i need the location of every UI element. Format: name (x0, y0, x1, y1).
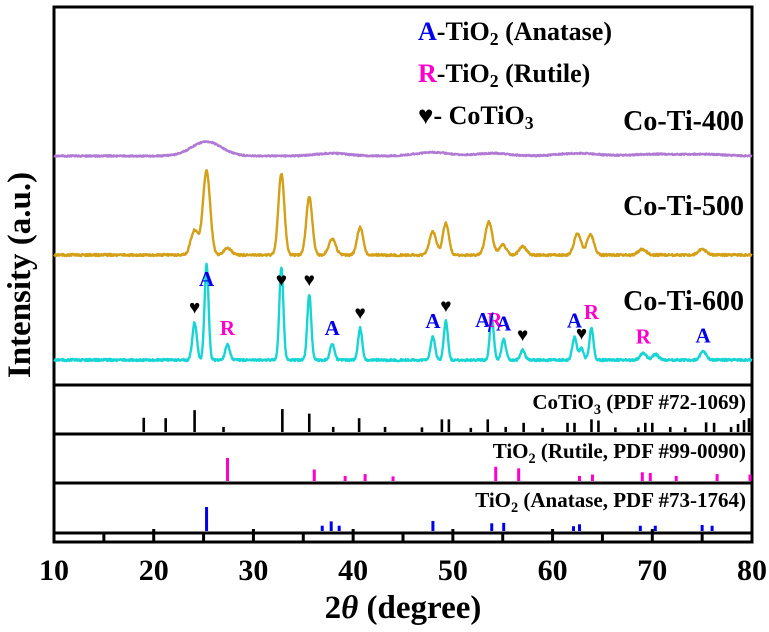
y-axis-label: Intensity (a.u.) (2, 172, 38, 378)
curve-co-ti-600 (53, 262, 753, 363)
x-axis-label: 2θ (degree) (325, 590, 482, 626)
peak-label-rutile-63.9: R (584, 300, 600, 324)
peak-label-anatase-55.1: A (496, 312, 512, 336)
x-tick-label-70: 70 (637, 554, 667, 587)
x-tick-label-30: 30 (238, 554, 268, 587)
peak-label-cotio3-49.3: ♥ (440, 296, 451, 317)
peak-label-anatase-48: A (425, 309, 441, 333)
peak-label-cotio3-62.9: ♥ (576, 323, 587, 344)
peak-label-anatase-25.3: A (199, 267, 215, 291)
x-tick-label-60: 60 (538, 554, 568, 587)
x-tick-label-80: 80 (737, 554, 767, 587)
sample-label-co-ti-600: Co-Ti-600 (623, 286, 744, 317)
peak-label-cotio3-40.7: ♥ (354, 303, 365, 324)
x-tick-label-50: 50 (438, 554, 468, 587)
peak-label-cotio3-24.1: ♥ (189, 297, 200, 318)
peak-label-rutile-54.2: R (487, 308, 503, 332)
legend-anatase: A-TiO2 (Anatase) (418, 17, 612, 49)
peak-label-rutile-27.4: R (220, 316, 236, 340)
peak-label-cotio3-35.6: ♥ (304, 270, 315, 291)
peak-label-cotio3-57: ♥ (517, 325, 528, 346)
peak-label-anatase-37.9: A (325, 316, 341, 340)
curve-co-ti-400 (53, 140, 753, 158)
x-tick-label-40: 40 (338, 554, 368, 587)
x-tick-label-20: 20 (139, 554, 169, 587)
peak-label-anatase-53: A (475, 308, 491, 332)
reference-label-anatase: TiO2 (Anatase, PDF #73-1764) (475, 488, 746, 516)
reference-label-cotio3: CoTiO3 (PDF #72-1069) (532, 390, 746, 418)
peak-label-rutile-69.1: R (636, 325, 652, 349)
curve-co-ti-500 (53, 169, 753, 258)
peak-leader-line (487, 312, 494, 333)
peak-label-cotio3-32.8: ♥ (276, 270, 287, 291)
peak-label-anatase-62.2: A (567, 309, 583, 333)
sample-label-co-ti-400: Co-Ti-400 (623, 106, 744, 137)
legend-cotio3: ♥- CoTiO3 (418, 101, 534, 133)
x-tick-label-10: 10 (39, 554, 69, 587)
legend-rutile: R-TiO2 (Rutile) (418, 59, 590, 91)
peak-label-anatase-75.1: A (696, 323, 712, 347)
reference-label-rutile: TiO2 (Rutile, PDF #99-0090) (493, 439, 746, 467)
sample-label-co-ti-500: Co-Ti-500 (623, 191, 744, 222)
